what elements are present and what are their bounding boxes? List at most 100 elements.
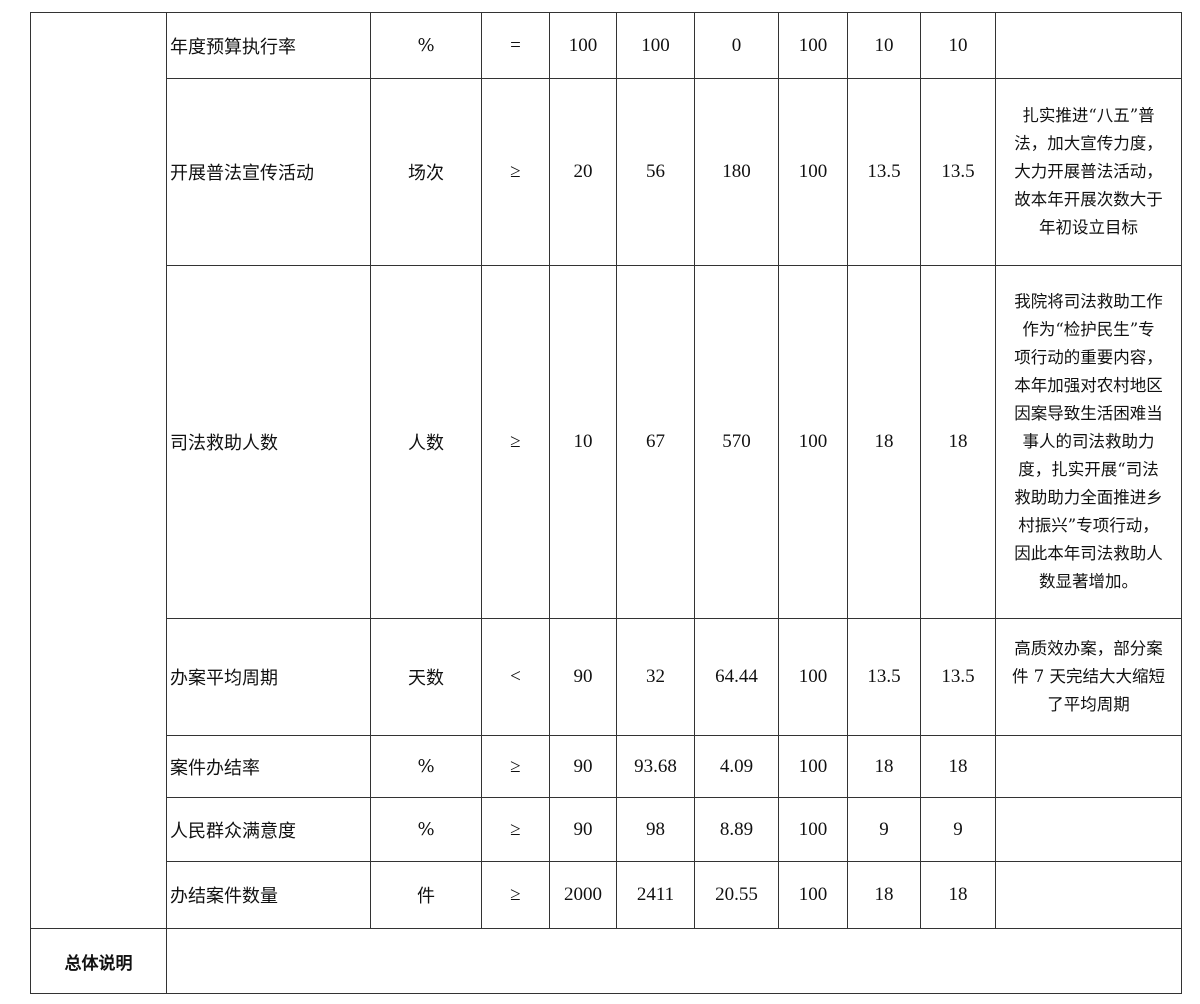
deviation-note: 我院将司法救助工作 作为“检护民生”专 项行动的重要内容， 本年加强对农村地区 因案导致… <box>995 265 1182 619</box>
deviation-rate: 0 <box>694 12 779 79</box>
weight: 13.5 <box>847 618 921 736</box>
unit: 件 <box>370 861 482 929</box>
deviation-rate: 64.44 <box>694 618 779 736</box>
indicator-name: 办案平均周期 <box>166 618 371 736</box>
deviation-note: 高质效办案，部分案件 7 天完结大大缩短 了平均周期 <box>995 618 1182 736</box>
note-line: 项行动的重要内容， <box>1014 348 1163 367</box>
actual-value: 98 <box>616 797 695 862</box>
score: 18 <box>920 735 996 798</box>
indicator-name: 开展普法宣传活动 <box>166 78 371 266</box>
comparison-operator: = <box>481 12 550 79</box>
summary-row: 总体说明 <box>30 928 1182 994</box>
deviation-rate: 20.55 <box>694 861 779 929</box>
completion-rate: 100 <box>778 265 848 619</box>
score: 13.5 <box>920 78 996 266</box>
note-line: 了平均周期 <box>1047 695 1130 714</box>
target-value: 90 <box>549 797 617 862</box>
completion-rate: 100 <box>778 861 848 929</box>
weight: 13.5 <box>847 78 921 266</box>
note-line: 故本年开展次数大于 <box>1014 190 1163 209</box>
unit: 天数 <box>370 618 482 736</box>
target-value: 20 <box>549 78 617 266</box>
note-line: 扎实推进“八五”普 <box>1022 106 1155 125</box>
unit: % <box>370 735 482 798</box>
table-row: 开展普法宣传活动 场次 ≥20 56 180 100 13.5 13.5 扎实推进“八五”普 法，… <box>31 78 1182 266</box>
weight: 18 <box>847 861 921 929</box>
actual-value: 2411 <box>616 861 695 929</box>
note-line: 法，加大宣传力度， <box>1014 134 1163 153</box>
comparison-operator: ≥ <box>481 797 550 862</box>
deviation-rate: 8.89 <box>694 797 779 862</box>
deviation-note <box>995 861 1182 929</box>
note-line: 事人的司法救助力 <box>1022 432 1155 451</box>
note-line: 作为“检护民生”专 <box>1022 320 1155 339</box>
indicator-name: 年度预算执行率 <box>166 12 371 79</box>
unit: 人数 <box>370 265 482 619</box>
deviation-note <box>995 797 1182 862</box>
table-row: 年度预算执行率% = 100 100 0 100 10 10 <box>30 12 1182 929</box>
deviation-rate: 180 <box>694 78 779 266</box>
category-cell <box>30 12 167 929</box>
target-value: 100 <box>549 12 617 79</box>
comparison-operator: ≥ <box>481 861 550 929</box>
score: 10 <box>920 12 996 79</box>
score: 18 <box>920 861 996 929</box>
table-row: 办案平均周期 天数 <90 32 64.44 100 13.5 13.5 高质效办案，部分案件 … <box>31 618 1182 736</box>
actual-value: 93.68 <box>616 735 695 798</box>
note-line: 因案导致生活困难当 <box>1014 404 1163 423</box>
deviation-rate: 4.09 <box>694 735 779 798</box>
table-row: 案件办结率% ≥90 93.68 4.09 100 18 18 <box>31 735 1182 798</box>
deviation-note <box>995 12 1182 79</box>
indicator-name: 司法救助人数 <box>166 265 371 619</box>
summary-label: 总体说明 <box>30 928 167 994</box>
comparison-operator: ≥ <box>481 735 550 798</box>
summary-value <box>166 928 1182 994</box>
unit: % <box>370 797 482 862</box>
note-line: 因此本年司法救助人 <box>1014 544 1163 563</box>
actual-value: 56 <box>616 78 695 266</box>
comparison-operator: ≥ <box>481 265 550 619</box>
actual-value: 32 <box>616 618 695 736</box>
actual-value: 67 <box>616 265 695 619</box>
unit: % <box>370 12 482 79</box>
note-line: 件 7 天完结大大缩短 <box>1012 667 1165 686</box>
unit: 场次 <box>370 78 482 266</box>
comparison-operator: ≥ <box>481 78 550 266</box>
note-line: 度，扎实开展“司法 <box>1018 460 1159 479</box>
score: 18 <box>920 265 996 619</box>
note-line: 我院将司法救助工作 <box>1014 292 1163 311</box>
weight: 10 <box>847 12 921 79</box>
note-line: 本年加强对农村地区 <box>1014 376 1163 395</box>
note-line: 年初设立目标 <box>1039 218 1138 237</box>
completion-rate: 100 <box>778 618 848 736</box>
table-row: 人民群众满意度% ≥90 98 8.89 100 9 9 <box>31 797 1182 862</box>
note-line: 大力开展普法活动， <box>1014 162 1163 181</box>
note-line: 高质效办案，部分案 <box>1014 639 1163 658</box>
deviation-note <box>995 735 1182 798</box>
table-row: 办结案件数量件 ≥2000 2411 20.55 100 18 18 <box>31 861 1182 929</box>
target-value: 90 <box>549 618 617 736</box>
score: 9 <box>920 797 996 862</box>
note-line: 村振兴”专项行动， <box>1018 516 1159 535</box>
indicator-name: 办结案件数量 <box>166 861 371 929</box>
target-value: 10 <box>549 265 617 619</box>
completion-rate: 100 <box>778 797 848 862</box>
weight: 9 <box>847 797 921 862</box>
comparison-operator: < <box>481 618 550 736</box>
weight: 18 <box>847 265 921 619</box>
target-value: 2000 <box>549 861 617 929</box>
table-row: 司法救助人数 人数 ≥10 67 570 100 18 18 我院将司法救助工作 作为“检护民生”… <box>31 265 1182 619</box>
performance-table: 年度预算执行率% = 100 100 0 100 10 10 开展普法宣传活动 场次 ≥20 56 18… <box>30 12 1182 994</box>
indicator-name: 人民群众满意度 <box>166 797 371 862</box>
target-value: 90 <box>549 735 617 798</box>
completion-rate: 100 <box>778 12 848 79</box>
indicator-name: 案件办结率 <box>166 735 371 798</box>
actual-value: 100 <box>616 12 695 79</box>
note-line: 救助助力全面推进乡 <box>1014 488 1163 507</box>
completion-rate: 100 <box>778 78 848 266</box>
deviation-note: 扎实推进“八五”普 法，加大宣传力度， 大力开展普法活动， 故本年开展次数大于 年初设立… <box>995 78 1182 266</box>
completion-rate: 100 <box>778 735 848 798</box>
note-line: 数显著增加。 <box>1039 572 1138 591</box>
weight: 18 <box>847 735 921 798</box>
deviation-rate: 570 <box>694 265 779 619</box>
